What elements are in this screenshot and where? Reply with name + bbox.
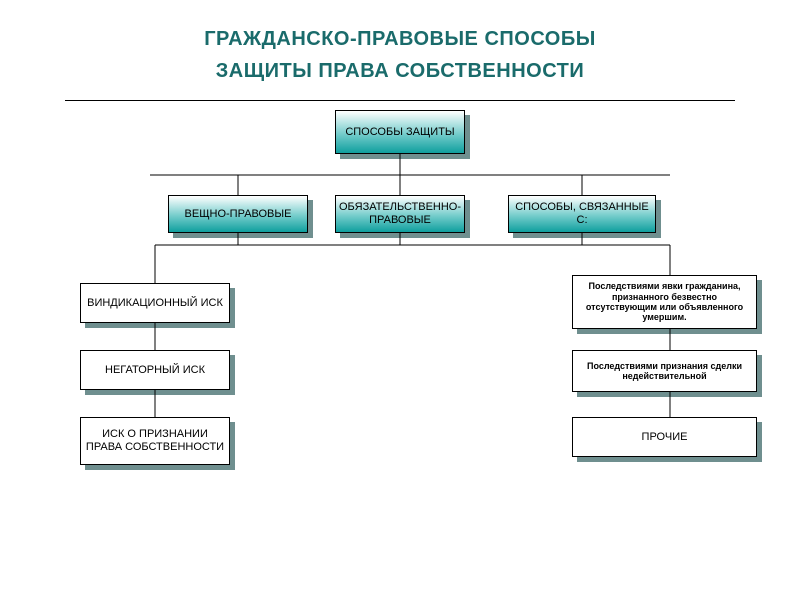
node-root-box: СПОСОБЫ ЗАЩИТЫ: [335, 110, 465, 154]
node-oblig-label: ОБЯЗАТЕЛЬСТВЕННО-ПРАВОВЫЕ: [339, 201, 461, 226]
node-neg: НЕГАТОРНЫЙ ИСК: [80, 350, 230, 390]
node-vind-box: ВИНДИКАЦИОННЫЙ ИСК: [80, 283, 230, 323]
title-underline: [65, 100, 735, 101]
node-oblig-box: ОБЯЗАТЕЛЬСТВЕННО-ПРАВОВЫЕ: [335, 195, 465, 233]
node-neg-box: НЕГАТОРНЫЙ ИСК: [80, 350, 230, 390]
node-rel: СПОСОБЫ, СВЯЗАННЫЕ С:: [508, 195, 656, 233]
node-prop-box: ВЕЩНО-ПРАВОВЫЕ: [168, 195, 308, 233]
node-recog-box: ИСК О ПРИЗНАНИИ ПРАВА СОБСТВЕННОСТИ: [80, 417, 230, 465]
node-root: СПОСОБЫ ЗАЩИТЫ: [335, 110, 465, 154]
page-title-line2: ЗАЩИТЫ ПРАВА СОБСТВЕННОСТИ: [0, 60, 800, 83]
page-title-line1: ГРАЖДАНСКО-ПРАВОВЫЕ СПОСОБЫ: [0, 28, 800, 51]
node-neg-label: НЕГАТОРНЫЙ ИСК: [105, 364, 205, 377]
node-other: ПРОЧИЕ: [572, 417, 757, 457]
node-vind: ВИНДИКАЦИОННЫЙ ИСК: [80, 283, 230, 323]
node-absent: Последствиями явки гражданина, признанно…: [572, 275, 757, 329]
node-prop-label: ВЕЩНО-ПРАВОВЫЕ: [185, 208, 292, 221]
node-rel-label: СПОСОБЫ, СВЯЗАННЫЕ С:: [513, 201, 651, 226]
node-root-label: СПОСОБЫ ЗАЩИТЫ: [345, 126, 454, 139]
title-text-1: ГРАЖДАНСКО-ПРАВОВЫЕ СПОСОБЫ: [204, 28, 596, 50]
node-prop: ВЕЩНО-ПРАВОВЫЕ: [168, 195, 308, 233]
node-rel-box: СПОСОБЫ, СВЯЗАННЫЕ С:: [508, 195, 656, 233]
node-absent-label: Последствиями явки гражданина, признанно…: [577, 281, 752, 322]
node-recog: ИСК О ПРИЗНАНИИ ПРАВА СОБСТВЕННОСТИ: [80, 417, 230, 465]
node-invalid-label: Последствиями признания сделки недействи…: [577, 361, 752, 382]
node-other-box: ПРОЧИЕ: [572, 417, 757, 457]
node-vind-label: ВИНДИКАЦИОННЫЙ ИСК: [87, 297, 223, 310]
node-invalid: Последствиями признания сделки недействи…: [572, 350, 757, 392]
node-recog-label: ИСК О ПРИЗНАНИИ ПРАВА СОБСТВЕННОСТИ: [85, 428, 225, 453]
title-text-2: ЗАЩИТЫ ПРАВА СОБСТВЕННОСТИ: [216, 60, 584, 82]
node-oblig: ОБЯЗАТЕЛЬСТВЕННО-ПРАВОВЫЕ: [335, 195, 465, 233]
node-absent-box: Последствиями явки гражданина, признанно…: [572, 275, 757, 329]
node-invalid-box: Последствиями признания сделки недействи…: [572, 350, 757, 392]
node-other-label: ПРОЧИЕ: [642, 431, 688, 444]
